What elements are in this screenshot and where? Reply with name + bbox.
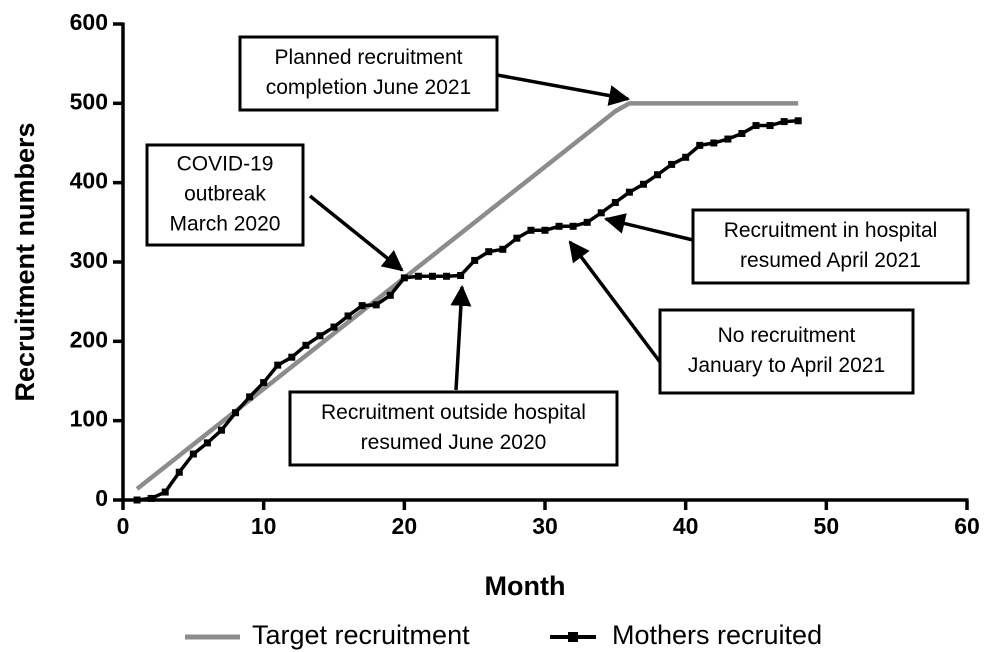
x-tick-label: 60 bbox=[954, 513, 980, 539]
annotation-box bbox=[288, 390, 619, 467]
annotation-text: resumed April 2021 bbox=[740, 249, 921, 272]
marker bbox=[330, 323, 338, 331]
marker bbox=[794, 117, 802, 125]
marker bbox=[569, 222, 577, 230]
x-axis-label: Month bbox=[485, 571, 566, 601]
marker bbox=[161, 488, 169, 496]
x-tick-label: 20 bbox=[392, 513, 418, 539]
y-tick-label: 300 bbox=[70, 247, 108, 273]
x-tick-label: 40 bbox=[673, 513, 699, 539]
marker bbox=[485, 248, 493, 256]
marker bbox=[597, 209, 605, 217]
y-tick-label: 200 bbox=[70, 326, 108, 352]
annotation-box bbox=[691, 208, 970, 285]
marker bbox=[232, 409, 240, 417]
marker bbox=[443, 272, 451, 280]
marker bbox=[372, 301, 380, 309]
marker bbox=[175, 468, 183, 476]
x-tick-label: 30 bbox=[532, 513, 558, 539]
annotation-text: Planned recruitment bbox=[275, 46, 463, 69]
legend-label: Target recruitment bbox=[252, 620, 470, 650]
annotation-text: January to April 2021 bbox=[688, 354, 885, 377]
y-tick-label: 600 bbox=[70, 9, 108, 35]
marker bbox=[654, 171, 662, 179]
marker bbox=[780, 118, 788, 126]
series-line bbox=[135, 101, 799, 491]
marker bbox=[147, 494, 155, 502]
marker bbox=[400, 274, 408, 282]
marker bbox=[302, 341, 310, 349]
annotation-text: March 2020 bbox=[170, 213, 281, 236]
marker bbox=[428, 272, 436, 280]
annotation-text: completion June 2021 bbox=[266, 76, 471, 99]
legend-label: Mothers recruited bbox=[612, 620, 822, 650]
marker bbox=[724, 135, 732, 143]
annotation-box bbox=[238, 35, 499, 112]
marker bbox=[710, 139, 718, 147]
x-tick-label: 0 bbox=[117, 513, 130, 539]
marker bbox=[386, 291, 394, 299]
marker bbox=[682, 153, 690, 161]
arrow bbox=[450, 284, 472, 391]
arrow bbox=[603, 213, 694, 242]
marker bbox=[625, 188, 633, 196]
arrow bbox=[496, 73, 631, 106]
marker bbox=[414, 272, 422, 280]
y-tick-label: 0 bbox=[95, 485, 108, 511]
marker bbox=[316, 332, 324, 340]
marker bbox=[471, 256, 479, 264]
marker bbox=[696, 141, 704, 149]
annotation-text: outbreak bbox=[184, 183, 266, 206]
marker bbox=[583, 218, 591, 226]
marker bbox=[189, 450, 197, 458]
marker bbox=[344, 312, 352, 320]
annotation-text: No recruitment bbox=[718, 324, 856, 347]
marker bbox=[541, 226, 549, 234]
marker bbox=[611, 199, 619, 206]
marker bbox=[513, 234, 521, 242]
annotation-box bbox=[658, 308, 915, 395]
y-axis-label: Recruitment numbers bbox=[10, 122, 40, 401]
marker bbox=[288, 353, 296, 361]
y-tick-label: 400 bbox=[70, 168, 108, 194]
marker bbox=[555, 222, 563, 230]
marker bbox=[639, 180, 647, 188]
marker bbox=[738, 129, 746, 137]
annotation-text: COVID-19 bbox=[177, 153, 274, 176]
y-tick-label: 500 bbox=[70, 88, 108, 114]
annotation-text: Recruitment in hospital bbox=[724, 219, 938, 242]
marker bbox=[203, 439, 211, 447]
arrow bbox=[308, 194, 404, 272]
x-tick-label: 50 bbox=[814, 513, 840, 539]
annotation-text: resumed June 2020 bbox=[361, 431, 547, 454]
arrows bbox=[308, 73, 694, 391]
marker bbox=[246, 393, 254, 401]
y-tick-label: 100 bbox=[70, 406, 108, 432]
arrow bbox=[568, 240, 662, 364]
marker bbox=[274, 361, 282, 369]
annotation-text: Recruitment outside hospital bbox=[321, 401, 586, 424]
marker bbox=[668, 160, 676, 168]
annotation-box bbox=[145, 143, 305, 247]
marker bbox=[217, 426, 225, 434]
x-tick-label: 10 bbox=[251, 513, 277, 539]
marker bbox=[133, 496, 141, 504]
marker bbox=[752, 122, 760, 130]
marker bbox=[260, 379, 268, 387]
marker bbox=[358, 302, 366, 310]
legend-marker bbox=[568, 632, 578, 642]
marker bbox=[499, 245, 507, 253]
marker bbox=[527, 226, 535, 234]
marker bbox=[457, 271, 465, 279]
marker bbox=[766, 122, 774, 130]
